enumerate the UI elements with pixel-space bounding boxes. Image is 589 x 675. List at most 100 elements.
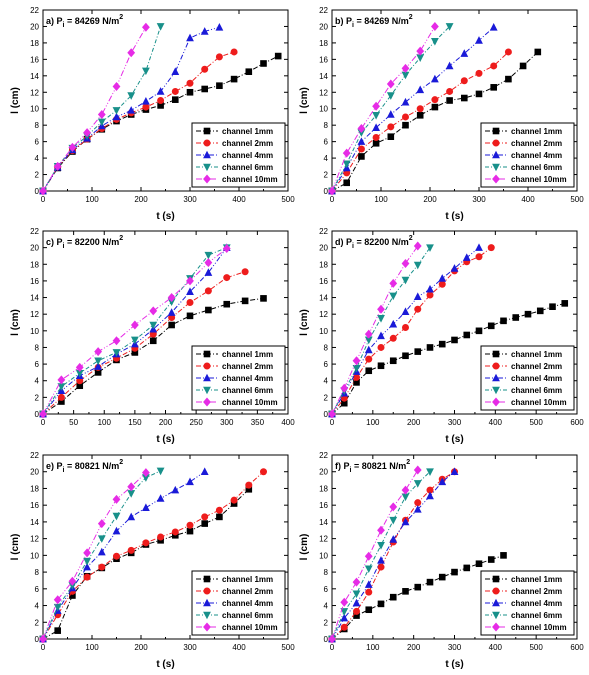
y-tick-label: 12 (319, 535, 328, 544)
data-point (39, 186, 47, 196)
legend-marker (492, 373, 500, 382)
y-tick-label: 16 (30, 501, 39, 510)
y-tick-label: 22 (30, 6, 39, 15)
data-point (401, 97, 410, 106)
data-point (98, 563, 106, 571)
data-point (414, 348, 422, 355)
data-point (200, 467, 209, 476)
data-point (94, 362, 103, 370)
legend-marker (492, 139, 500, 147)
data-point (216, 513, 223, 521)
data-point (365, 606, 373, 614)
legend-label: channel 1mm (511, 350, 562, 359)
data-point (186, 88, 194, 96)
data-point (112, 82, 121, 92)
data-point (475, 253, 483, 261)
data-point (389, 535, 398, 543)
panel-title-superscript: 2 (409, 235, 413, 242)
data-point (389, 516, 398, 525)
data-point (57, 383, 66, 391)
y-tick-label: 4 (35, 377, 40, 386)
x-tick-label: 500 (281, 643, 295, 652)
data-point (204, 268, 213, 276)
legend-label: channel 1mm (511, 575, 562, 584)
panel-title-text: f) P (335, 461, 350, 471)
y-tick-label: 16 (319, 55, 328, 64)
legend-marker (203, 163, 211, 172)
panel-title-value: = 82200 N/m (354, 237, 409, 247)
series-line (331, 51, 539, 192)
y-tick-label: 2 (324, 393, 329, 402)
data-point (401, 71, 410, 80)
data-point (460, 49, 469, 57)
legend-label: channel 2mm (222, 139, 273, 148)
data-point (463, 564, 471, 572)
x-tick-label: 500 (281, 195, 295, 204)
data-point (241, 297, 249, 305)
y-tick-label: 12 (319, 88, 328, 97)
data-point (157, 533, 165, 541)
data-point (131, 349, 139, 356)
legend-marker (203, 575, 211, 583)
panel-title-subscript: i (63, 22, 65, 29)
data-point (216, 82, 223, 89)
data-point (57, 393, 65, 401)
data-point (500, 317, 507, 325)
data-point (413, 480, 422, 488)
legend-marker (203, 127, 211, 135)
legend-marker (492, 174, 500, 184)
x-tick-label: 400 (232, 643, 246, 652)
data-point (201, 85, 208, 93)
data-point (487, 244, 495, 252)
data-point (401, 517, 410, 526)
legend: channel 1mm channel 2mm channel 4mm channel… (480, 122, 575, 188)
data-point (438, 477, 447, 486)
legend-marker (203, 611, 211, 620)
series-line (42, 471, 205, 640)
legend-marker (492, 622, 500, 632)
data-point (372, 123, 380, 131)
legend-label: channel 4mm (222, 599, 273, 608)
data-point (142, 97, 150, 105)
data-point (127, 92, 136, 100)
data-point (112, 107, 121, 115)
y-tick-label: 8 (324, 121, 329, 130)
legend-label: channel 10mm (222, 398, 278, 407)
panel-title-value: = 80821 N/m (351, 461, 406, 471)
panel-title-value: = 80821 N/m (64, 461, 119, 471)
data-point (142, 67, 150, 76)
y-tick-label: 14 (30, 518, 39, 527)
legend-marker (203, 622, 211, 632)
legend-label: channel 6mm (511, 386, 562, 395)
data-point (500, 552, 507, 559)
legend-label: channel 6mm (222, 611, 273, 620)
data-point (402, 113, 409, 121)
data-point (156, 87, 165, 95)
data-point (401, 63, 410, 73)
data-point (445, 61, 454, 70)
data-point (186, 521, 194, 529)
x-tick-label: 250 (189, 418, 203, 427)
data-point (445, 23, 454, 31)
legend-marker (492, 386, 500, 395)
data-point (83, 548, 91, 558)
data-point (127, 546, 135, 554)
y-axis-label: l (cm) (10, 87, 21, 114)
data-point (274, 52, 282, 60)
x-axis-label: t (s) (156, 211, 174, 222)
legend-marker (203, 350, 211, 358)
legend-marker (203, 139, 211, 147)
data-point (142, 22, 150, 32)
y-tick-label: 2 (35, 393, 40, 402)
x-axis-label: t (s) (156, 434, 174, 445)
data-point (97, 547, 106, 556)
data-point (416, 85, 425, 94)
y-tick-label: 22 (30, 451, 39, 460)
y-tick-label: 0 (324, 635, 329, 644)
data-point (413, 241, 422, 251)
y-tick-label: 6 (324, 138, 329, 147)
legend-marker (492, 362, 500, 370)
data-point (365, 355, 373, 363)
legend-label: channel 6mm (511, 611, 562, 620)
data-point (54, 627, 61, 634)
